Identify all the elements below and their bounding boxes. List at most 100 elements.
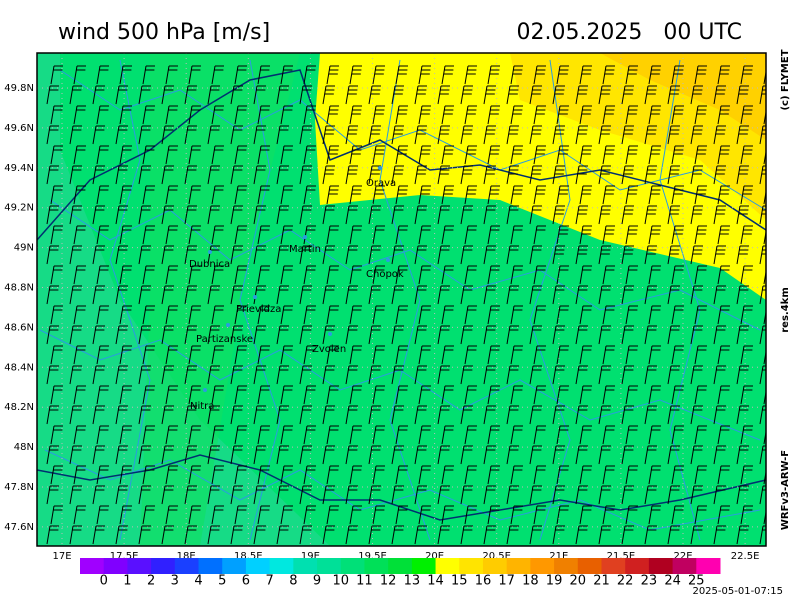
- wind-barb: [368, 85, 381, 105]
- wind-barb: [441, 265, 454, 285]
- wind-barb: [671, 345, 684, 365]
- wind-barb: [621, 85, 634, 105]
- colorbar-label: 0: [100, 574, 108, 589]
- wind-barb: [483, 165, 496, 185]
- wind-barb: [92, 285, 105, 305]
- wind-barb: [188, 65, 201, 85]
- wind-barb: [395, 225, 408, 245]
- wind-barb: [349, 505, 362, 525]
- wind-barb: [671, 465, 684, 485]
- wind-barb: [165, 265, 178, 285]
- wind-barb: [667, 405, 680, 425]
- wind-barb: [759, 525, 766, 545]
- wind-barb: [556, 65, 569, 85]
- wind-barb: [506, 205, 519, 225]
- wind-barb: [395, 105, 408, 125]
- wind-barb: [740, 265, 753, 285]
- wind-barb: [257, 145, 270, 165]
- wind-barb: [276, 125, 289, 145]
- wind-barb: [759, 165, 766, 185]
- wind-barb: [142, 225, 155, 245]
- wind-barb: [694, 345, 707, 365]
- wind-barb: [50, 305, 63, 325]
- wind-barb: [506, 165, 519, 185]
- lon-label: 22.5E: [731, 551, 760, 562]
- wind-barb: [96, 145, 109, 165]
- wind-barb: [621, 245, 634, 265]
- wind-barb: [115, 325, 128, 345]
- lat-label: 48.4N: [4, 362, 34, 373]
- wind-barb: [372, 145, 385, 165]
- wind-barb: [368, 485, 381, 505]
- wind-barb: [322, 525, 335, 545]
- wind-barb: [303, 385, 316, 405]
- city-label: Zvolen: [312, 344, 346, 355]
- wind-barb: [299, 405, 312, 425]
- wind-barb: [717, 345, 730, 365]
- field-orange: [600, 53, 766, 140]
- wind-barb: [506, 445, 519, 465]
- lat-label: 49.4N: [4, 163, 34, 174]
- wind-barb: [690, 365, 703, 385]
- wind-barb: [690, 285, 703, 305]
- wind-barb: [621, 525, 634, 545]
- wind-barb: [464, 145, 477, 165]
- wind-barb: [230, 125, 243, 145]
- wind-barb: [280, 65, 293, 85]
- wind-barb: [441, 185, 454, 205]
- wind-barb: [230, 165, 243, 185]
- wind-barb: [575, 285, 588, 305]
- wind-barb: [142, 65, 155, 85]
- wind-barb: [598, 485, 611, 505]
- wind-barb: [142, 425, 155, 445]
- wind-barb: [579, 425, 592, 445]
- wind-barb: [552, 165, 565, 185]
- lat-label: 47.8N: [4, 482, 34, 493]
- wind-barb: [510, 145, 523, 165]
- wind-barb: [418, 145, 431, 165]
- wind-barb: [161, 325, 174, 345]
- colorbar-label: 11: [356, 574, 373, 589]
- colorbar-swatch: [317, 558, 342, 574]
- wind-barb: [713, 445, 726, 465]
- wind-barb: [207, 85, 220, 105]
- wind-barb: [717, 105, 730, 125]
- lat-label: 47.6N: [4, 522, 34, 533]
- colorbar-label: 24: [664, 574, 681, 589]
- wind-barb: [349, 225, 362, 245]
- wind-barb: [230, 445, 243, 465]
- wind-barb: [211, 185, 224, 205]
- lat-label: 48.6N: [4, 322, 34, 333]
- wind-barb: [667, 365, 680, 385]
- wind-barb: [188, 465, 201, 485]
- wind-barb: [276, 485, 289, 505]
- wind-barb: [349, 265, 362, 285]
- wind-barb: [602, 265, 615, 285]
- wind-barb: [280, 385, 293, 405]
- wind-barb: [579, 145, 592, 165]
- wind-barb: [276, 285, 289, 305]
- wind-barb: [510, 385, 523, 405]
- wind-barb: [119, 425, 132, 445]
- wind-barb: [736, 205, 749, 225]
- wind-barb: [138, 325, 151, 345]
- wind-barb: [441, 145, 454, 165]
- wind-barb: [529, 445, 542, 465]
- wind-barb: [418, 185, 431, 205]
- wind-barb: [184, 485, 197, 505]
- wind-barb: [253, 325, 266, 345]
- wind-barb: [552, 285, 565, 305]
- wind-barb: [276, 525, 289, 545]
- wind-barb: [694, 265, 707, 285]
- lat-label: 49N: [14, 243, 34, 254]
- wind-barb: [303, 145, 316, 165]
- wind-barb: [211, 305, 224, 325]
- wind-barb: [460, 205, 473, 225]
- wind-barb: [211, 145, 224, 165]
- wind-barb: [713, 205, 726, 225]
- wind-barb: [345, 485, 358, 505]
- wind-barb: [69, 405, 82, 425]
- wind-barb: [552, 445, 565, 465]
- wind-barb: [598, 125, 611, 145]
- wind-barb: [717, 65, 730, 85]
